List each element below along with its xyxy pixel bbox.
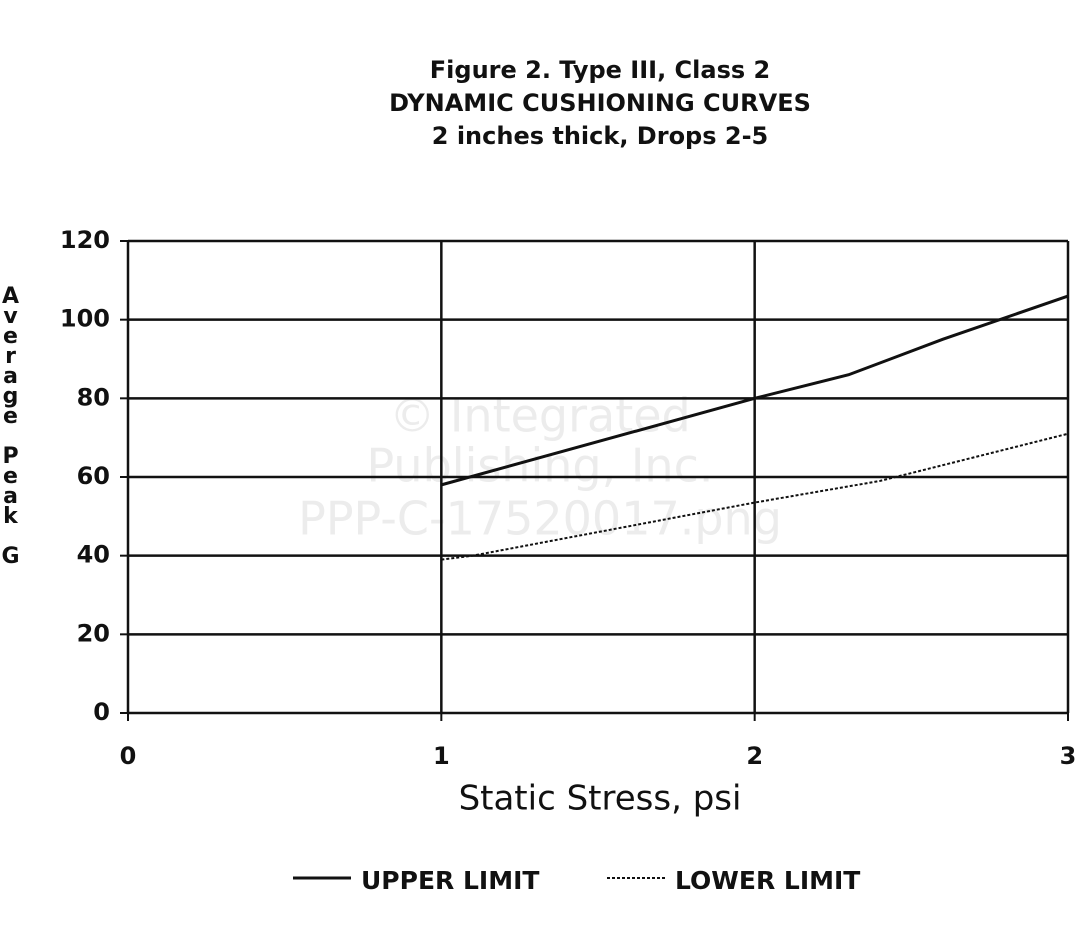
data-line — [441, 432, 1069, 561]
watermark: PPP-C-17520017.png — [298, 492, 782, 546]
legend-label: UPPER LIMIT — [361, 866, 539, 895]
chart-subtitle: 2 inches thick, Drops 2-5 — [432, 122, 768, 150]
y-tick-label: 0 — [93, 698, 110, 726]
chart-subtitle: DYNAMIC CUSHIONING CURVES — [389, 89, 811, 117]
y-tick-label: 80 — [77, 383, 110, 411]
legend-label: LOWER LIMIT — [675, 866, 860, 895]
x-axis-label: Static Stress, psi — [459, 779, 742, 819]
x-tick-label: 2 — [746, 742, 763, 770]
y-tick-label: 60 — [77, 462, 110, 490]
chart-title: Figure 2. Type III, Class 2 — [430, 56, 770, 84]
watermark: © Integrated — [389, 389, 691, 443]
data-line — [440, 294, 1069, 487]
x-tick-label: 0 — [120, 742, 137, 770]
x-tick-label: 3 — [1060, 742, 1077, 770]
watermark: Publishing, Inc. — [367, 439, 714, 493]
y-tick-label: 120 — [60, 226, 110, 254]
y-tick-label: 40 — [77, 541, 110, 569]
y-tick-label: 20 — [77, 619, 110, 647]
y-axis-label: Average Peak G — [0, 284, 23, 564]
x-tick-label: 1 — [433, 742, 450, 770]
y-tick-label: 100 — [60, 305, 110, 333]
